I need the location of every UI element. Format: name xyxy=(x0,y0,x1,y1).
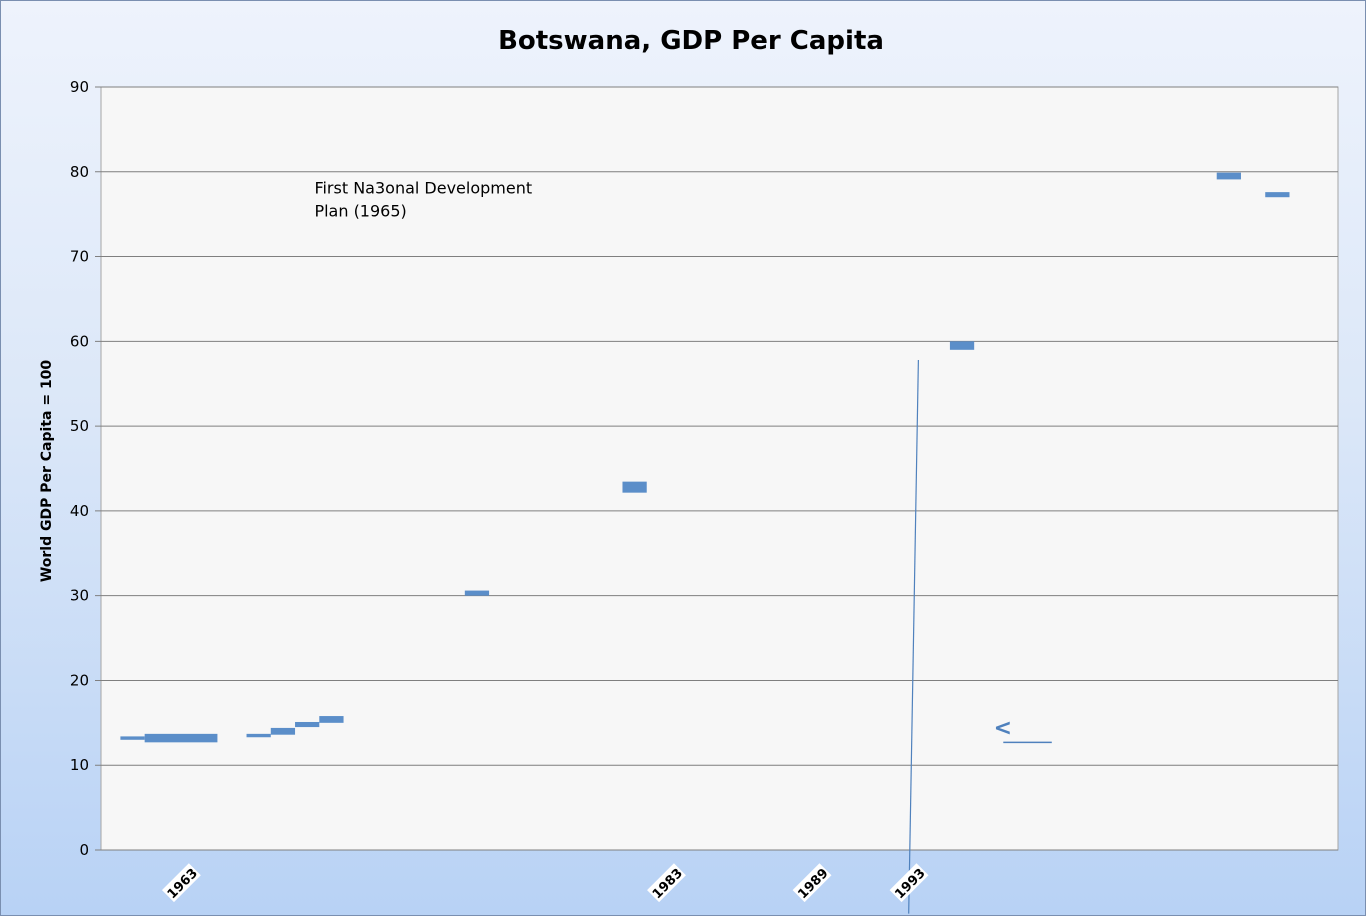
gridlines xyxy=(95,86,1338,851)
data-point xyxy=(949,341,975,350)
data-point xyxy=(622,481,647,493)
x-tick-bg xyxy=(792,863,832,903)
y-tick-label: 20 xyxy=(70,671,89,689)
y-tick-label: 70 xyxy=(70,248,89,266)
data-point xyxy=(464,590,490,596)
y-tick-labels: 0 10 20 30 40 50 60 70 80 90 xyxy=(70,78,89,859)
data-point xyxy=(295,721,320,728)
data-point xyxy=(1265,192,1290,198)
data-point xyxy=(1216,172,1241,180)
plot-area xyxy=(100,86,1339,851)
annotation-text: First Na3onal Development Plan (1965) xyxy=(314,179,532,221)
data-point xyxy=(270,727,296,735)
x-tick: 1983 xyxy=(647,863,686,903)
x-tick-labels: 1963 1983 1989 1993 xyxy=(161,863,929,903)
y-tick-label: 50 xyxy=(70,417,89,435)
y-tick-label: 80 xyxy=(70,163,89,181)
y-tick-label: 40 xyxy=(70,502,89,520)
x-tick-bg xyxy=(647,863,686,903)
x-tick-bg xyxy=(889,863,929,903)
x-tick: 1963 xyxy=(161,863,201,903)
y-tick-label: 10 xyxy=(70,756,89,774)
annotation-line: First Na3onal Development xyxy=(314,179,532,198)
x-tick: 1989 xyxy=(792,863,832,903)
x-tick-bg xyxy=(161,863,201,903)
annotations: First Na3onal Development Plan (1965) < xyxy=(314,179,1052,914)
y-tick-label: 30 xyxy=(70,587,89,605)
data-point xyxy=(120,736,145,740)
y-tick-label: 90 xyxy=(70,78,89,96)
annotation-line: Plan (1965) xyxy=(314,202,406,221)
y-tick-label: 0 xyxy=(79,841,89,859)
chart-title: Botswana, GDP Per Capita xyxy=(498,26,884,56)
arrow-marker-icon: < xyxy=(994,716,1012,741)
data-point xyxy=(144,733,218,743)
y-tick-label: 60 xyxy=(70,332,89,350)
data-point xyxy=(246,733,271,738)
reference-line xyxy=(908,359,919,914)
y-axis-label: World GDP Per Capita = 100 xyxy=(39,360,55,583)
data-point xyxy=(319,716,344,723)
data-marks xyxy=(120,172,1290,743)
